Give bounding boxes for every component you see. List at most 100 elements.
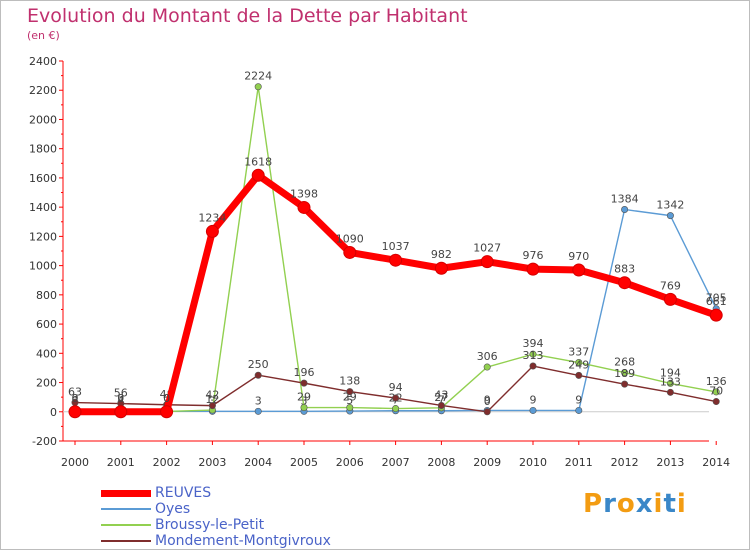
data-point — [663, 292, 677, 306]
data-point — [529, 350, 537, 358]
legend-label: Mondement-Montgivroux — [155, 533, 331, 549]
data-label: 705 — [706, 292, 727, 305]
data-label: 250 — [248, 358, 269, 371]
data-point — [529, 406, 537, 414]
x-tick-label: 2008 — [427, 456, 455, 469]
x-tick-label: 2010 — [519, 456, 547, 469]
x-tick-label: 2012 — [611, 456, 639, 469]
data-point — [621, 380, 629, 388]
legend-swatch — [101, 508, 151, 510]
data-label: 1037 — [382, 240, 410, 253]
x-tick-label: 2013 — [656, 456, 684, 469]
data-label: 7 — [438, 394, 445, 407]
x-tick-label: 2002 — [153, 456, 181, 469]
data-label: 1618 — [244, 155, 272, 168]
x-tick-label: 2001 — [107, 456, 135, 469]
data-label: 337 — [568, 346, 589, 359]
data-point — [346, 388, 354, 396]
logo-letter: i — [676, 489, 687, 519]
data-point — [346, 404, 354, 412]
data-point — [434, 261, 448, 275]
x-tick-label: 2006 — [336, 456, 364, 469]
logo-letter: o — [616, 489, 636, 519]
data-label: 769 — [660, 279, 681, 292]
data-label: 43 — [434, 388, 448, 401]
data-label: 29 — [343, 391, 357, 404]
logo-letter: t — [663, 489, 677, 519]
data-point — [483, 363, 491, 371]
data-point — [621, 369, 629, 377]
y-tick-label: 0 — [50, 406, 57, 419]
data-label: 0 — [163, 392, 170, 405]
y-tick-label: 1800 — [29, 143, 57, 156]
logo-letter: x — [635, 489, 654, 519]
data-label: 136 — [706, 375, 727, 388]
y-tick-label: -200 — [32, 435, 57, 448]
logo-letter: i — [653, 489, 664, 519]
y-tick-label: 400 — [36, 347, 57, 360]
data-point — [526, 262, 540, 276]
data-label: 970 — [568, 250, 589, 263]
data-label: 394 — [523, 337, 544, 350]
data-label: 982 — [431, 248, 452, 261]
data-point — [529, 362, 537, 370]
data-label: 883 — [614, 263, 635, 276]
y-tick-label: 800 — [36, 289, 57, 302]
data-label: 1398 — [290, 187, 318, 200]
data-point — [712, 398, 720, 406]
data-label: 661 — [706, 295, 727, 308]
data-label: 268 — [614, 356, 635, 369]
x-tick-label: 2014 — [702, 456, 730, 469]
data-point — [300, 379, 308, 387]
data-label: 29 — [297, 391, 311, 404]
x-tick-label: 2007 — [382, 456, 410, 469]
data-label: 2224 — [244, 70, 272, 83]
data-point — [572, 263, 586, 277]
legend-swatch — [101, 524, 151, 526]
data-point — [297, 200, 311, 214]
data-label: 306 — [477, 350, 498, 363]
data-label: 1027 — [473, 242, 501, 255]
data-label: 1090 — [336, 232, 364, 245]
data-label: 56 — [114, 387, 128, 400]
data-point — [666, 379, 674, 387]
data-label: 42 — [205, 389, 219, 402]
data-label: 63 — [68, 386, 82, 399]
data-label: 0 — [484, 395, 491, 408]
legend-label: REUVES — [155, 485, 212, 501]
data-point — [114, 405, 128, 419]
data-point — [483, 408, 491, 416]
data-point — [389, 253, 403, 267]
y-tick-label: 1400 — [29, 201, 57, 214]
data-label: 1384 — [611, 192, 639, 205]
data-label: 1234 — [198, 211, 226, 224]
data-label: 249 — [568, 358, 589, 371]
legend-swatch — [101, 540, 151, 542]
data-point — [254, 407, 262, 415]
x-tick-label: 2005 — [290, 456, 318, 469]
data-point — [254, 83, 262, 91]
data-label: 0 — [72, 392, 79, 405]
data-point — [709, 308, 723, 322]
data-point — [392, 394, 400, 402]
chart-title: Evolution du Montant de la Dette par Hab… — [27, 5, 468, 27]
data-label: 196 — [294, 366, 315, 379]
data-point — [160, 405, 174, 419]
y-tick-label: 1200 — [29, 230, 57, 243]
y-tick-label: 600 — [36, 318, 57, 331]
x-tick-label: 2000 — [61, 456, 89, 469]
data-point — [437, 401, 445, 409]
y-tick-label: 2200 — [29, 84, 57, 97]
data-point — [618, 276, 632, 290]
data-point — [575, 371, 583, 379]
x-tick-label: 2009 — [473, 456, 501, 469]
data-label: 5 — [346, 394, 353, 407]
data-point — [300, 404, 308, 412]
chart-subtitle: (en €) — [27, 29, 60, 42]
data-point — [480, 255, 494, 269]
y-tick-label: 200 — [36, 377, 57, 390]
data-label: 138 — [339, 375, 360, 388]
legend-swatch — [101, 490, 151, 497]
data-label: 194 — [660, 366, 681, 379]
